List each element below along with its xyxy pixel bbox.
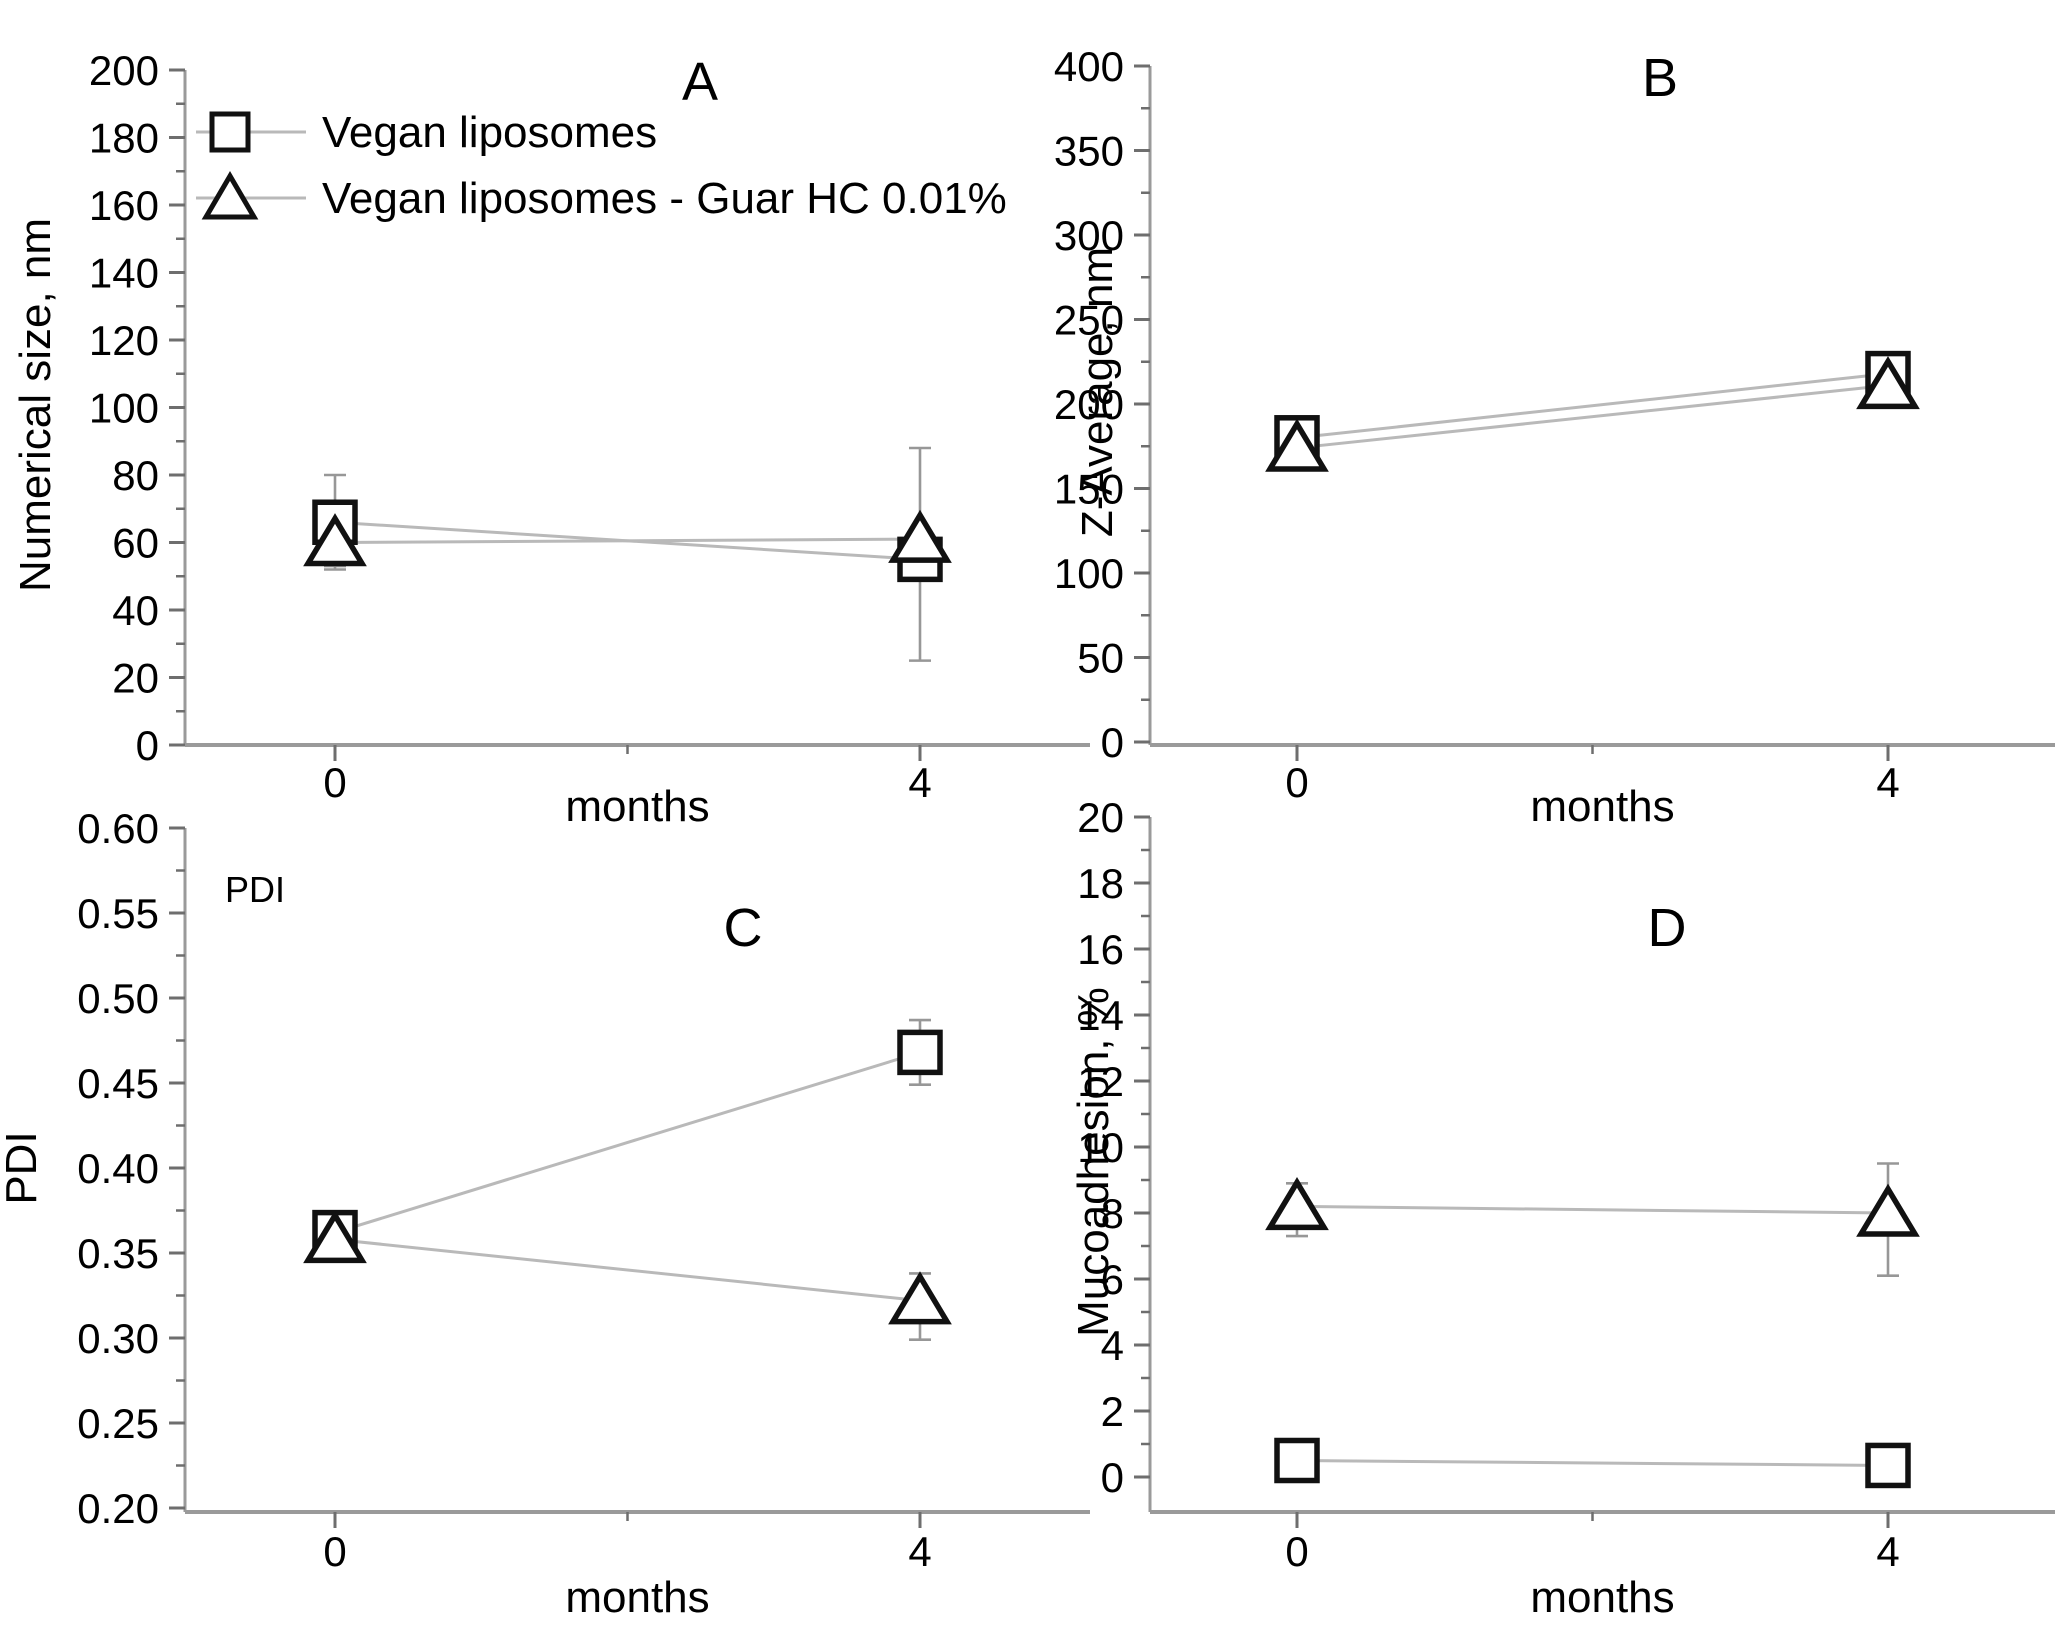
square-marker: [1274, 1437, 1320, 1484]
series-line-square: [1296, 372, 1889, 440]
square-marker: [1865, 1442, 1911, 1489]
series-line-triangle: [1296, 1204, 1889, 1215]
y-tick-label: 300: [1054, 212, 1124, 259]
x-tick-label: 0: [1285, 759, 1308, 806]
y-tick-label: 0.50: [77, 975, 159, 1022]
legend-label: Vegan liposomes - Guar HC 0.01%: [322, 174, 1007, 223]
x-tick-label: 0: [1285, 1528, 1308, 1575]
x-tick-label: 4: [908, 1528, 931, 1575]
y-tick-label: 250: [1054, 297, 1124, 344]
y-tick-label: 12: [1077, 1058, 1124, 1105]
y-tick-label: 350: [1054, 128, 1124, 175]
y-tick-label: 40: [112, 587, 159, 634]
triangle-marker: [888, 509, 952, 563]
y-tick-label: 0.45: [77, 1060, 159, 1107]
y-tick-label: 120: [89, 317, 159, 364]
y-tick-label: 20: [1077, 794, 1124, 841]
y-tick-label: 150: [1054, 466, 1124, 513]
legend-label: Vegan liposomes: [322, 108, 657, 157]
triangle-marker: [303, 513, 367, 567]
x-tick-label: 0: [323, 1528, 346, 1575]
square-icon: [209, 111, 251, 153]
y-tick-label: 0.30: [77, 1315, 159, 1362]
y-tick-label: 60: [112, 520, 159, 567]
x-axis-title: months: [1530, 1573, 1674, 1622]
panel-b: 0 50 100 150 200 250 300 350 400 0 4 months Z-Averag…: [1054, 43, 2055, 831]
panel-label-d: D: [1648, 898, 1687, 958]
legend-item-square: Vegan liposomes: [196, 108, 657, 157]
x-axis-title: months: [1530, 782, 1674, 831]
y-tick-label: 10: [1077, 1124, 1124, 1171]
triangle-marker: [1856, 356, 1920, 410]
triangle-marker: [1265, 1177, 1329, 1231]
pdi-annotation: PDI: [225, 869, 285, 910]
y-tick-label: 20: [112, 655, 159, 702]
x-tick-label: 4: [908, 759, 931, 806]
triangle-icon: [201, 171, 259, 220]
panel-c: 0.20 0.25 0.30 0.35 0.40 0.45 0.50 0.55 0.60 0 4 mo…: [0, 805, 1090, 1622]
triangle-marker: [1856, 1183, 1920, 1237]
y-tick-label: 0: [136, 722, 159, 769]
series-line-square: [1296, 1459, 1889, 1467]
y-tick-label: 0.25: [77, 1400, 159, 1447]
y-tick-label: 0.55: [77, 890, 159, 937]
panel-a: 0 20 40 60 80 100 120 140 160 180 200 0 4 months Numer…: [11, 47, 1090, 831]
y-tick-label: 140: [89, 250, 159, 297]
triangle-marker: [1265, 418, 1329, 472]
y-tick-label: 16: [1077, 926, 1124, 973]
y-tick-label: 100: [89, 385, 159, 432]
y-tick-label: 100: [1054, 550, 1124, 597]
x-tick-label: 4: [1876, 1528, 1899, 1575]
legend: Vegan liposomes Vegan liposomes - Guar HC…: [196, 108, 1007, 223]
x-axis-title: months: [565, 1573, 709, 1622]
y-axis-title: Z-Average, nm: [1073, 247, 1122, 537]
series-line-triangle: [334, 1237, 921, 1303]
y-tick-label: 0.40: [77, 1145, 159, 1192]
panel-label-b: B: [1642, 48, 1678, 108]
triangle-marker: [303, 1210, 367, 1264]
series-line-triangle: [334, 537, 921, 544]
y-tick-label: 0: [1101, 719, 1124, 766]
y-tick-label: 0.35: [77, 1230, 159, 1277]
y-tick-label: 14: [1077, 992, 1124, 1039]
y-tick-label: 6: [1101, 1256, 1124, 1303]
y-tick-label: 8: [1101, 1190, 1124, 1237]
y-tick-label: 50: [1077, 635, 1124, 682]
y-tick-label: 80: [112, 452, 159, 499]
y-tick-label: 160: [89, 182, 159, 229]
series-line-square: [334, 1050, 921, 1235]
legend-item-triangle: Vegan liposomes - Guar HC 0.01%: [196, 171, 1007, 223]
y-tick-label: 0.60: [77, 805, 159, 852]
y-tick-label: 2: [1101, 1388, 1124, 1435]
square-marker: [897, 1029, 943, 1076]
y-tick-label: 200: [1054, 381, 1124, 428]
panel-d: 0 2 4 6 8 10 12 14 16 18 20 0 4 months Mucoadhesion, %…: [1069, 794, 2055, 1622]
series-line-triangle: [1296, 383, 1889, 450]
x-tick-label: 0: [323, 759, 346, 806]
y-tick-label: 0: [1101, 1454, 1124, 1501]
y-tick-label: 0.20: [77, 1485, 159, 1532]
y-axis-title: Mucoadhesion, %: [1069, 987, 1118, 1337]
y-axis-title: Numerical size, nm: [11, 218, 60, 592]
panel-label-c: C: [724, 898, 763, 958]
x-tick-label: 4: [1876, 759, 1899, 806]
y-tick-label: 180: [89, 115, 159, 162]
x-axis-title: months: [565, 782, 709, 831]
y-tick-label: 18: [1077, 860, 1124, 907]
y-tick-label: 400: [1054, 43, 1124, 90]
panel-label-a: A: [682, 52, 718, 112]
triangle-marker: [888, 1271, 952, 1325]
y-tick-label: 200: [89, 47, 159, 94]
y-axis-title: PDI: [0, 1131, 46, 1204]
y-tick-label: 4: [1101, 1322, 1124, 1369]
